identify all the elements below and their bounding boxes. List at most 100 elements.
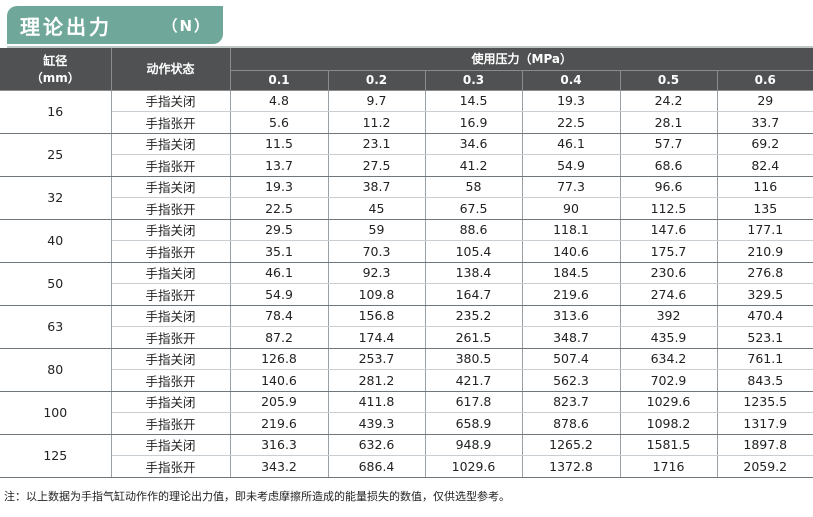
force-value-cell: 58 xyxy=(425,176,523,198)
force-value-cell: 632.6 xyxy=(328,434,426,456)
table-row: 25 手指关闭 11.5 23.1 34.6 46.1 57.7 69.2 xyxy=(0,133,813,177)
force-value-cell: 16.9 xyxy=(425,111,523,134)
table-row: 80 手指关闭 126.8 253.7 380.5 507.4 634.2 761.1 xyxy=(0,348,813,392)
force-value-cell: 45 xyxy=(328,197,426,220)
force-value-cell: 118.1 xyxy=(522,219,621,241)
force-value-cell: 1098.2 xyxy=(620,412,718,435)
force-value-cell: 658.9 xyxy=(425,412,523,435)
bore-cell: 40 xyxy=(0,219,112,263)
table-row: 125 手指关闭 316.3 632.6 948.9 1265.2 1581.5 1897.8 xyxy=(0,434,813,478)
force-value-cell: 126.8 xyxy=(230,348,329,370)
force-value-cell: 19.3 xyxy=(230,176,329,198)
force-value-cell: 948.9 xyxy=(425,434,523,456)
force-value-cell: 843.5 xyxy=(717,369,813,392)
force-value-cell: 219.6 xyxy=(522,283,621,306)
footnote: 注：以上数据为手指气缸动作作的理论出力值，即未考虑摩擦所造成的能量损失的数值，仅… xyxy=(4,490,510,503)
force-value-cell: 1029.6 xyxy=(620,391,718,413)
force-value-cell: 138.4 xyxy=(425,262,523,284)
force-value-cell: 19.3 xyxy=(522,90,621,112)
bore-header: 缸径 （mm） xyxy=(0,48,112,91)
table-row: 63 手指关闭 78.4 156.8 235.2 313.6 392 470.4 xyxy=(0,305,813,349)
force-value-cell: 29 xyxy=(717,90,813,112)
force-value-cell: 96.6 xyxy=(620,176,718,198)
pressure-column-header: 0.5 xyxy=(620,70,718,91)
bore-header-label: 缸径 xyxy=(43,53,68,68)
action-close-cell: 手指关闭 xyxy=(111,348,231,370)
pressure-column-header: 0.4 xyxy=(522,70,621,91)
force-value-cell: 147.6 xyxy=(620,219,718,241)
force-value-cell: 316.3 xyxy=(230,434,329,456)
force-value-cell: 686.4 xyxy=(328,455,426,478)
table-row: 手指张开 35.1 70.3 105.4 140.6 175.7 210.9 xyxy=(0,240,813,263)
table-row: 40 手指关闭 29.5 59 88.6 118.1 147.6 177.1 xyxy=(0,219,813,263)
page-title: 理论出力 xyxy=(20,14,112,39)
table-row: 手指张开 140.6 281.2 421.7 562.3 702.9 843.5 xyxy=(0,369,813,392)
title-unit: （N） xyxy=(162,16,211,35)
table-row: 手指张开 13.7 27.5 41.2 54.9 68.6 82.4 xyxy=(0,154,813,177)
force-value-cell: 329.5 xyxy=(717,283,813,306)
force-value-cell: 348.7 xyxy=(522,326,621,349)
force-value-cell: 46.1 xyxy=(522,133,621,155)
bore-header-unit: （mm） xyxy=(30,70,80,85)
force-value-cell: 22.5 xyxy=(230,197,329,220)
force-value-cell: 253.7 xyxy=(328,348,426,370)
force-value-cell: 78.4 xyxy=(230,305,329,327)
force-value-cell: 1581.5 xyxy=(620,434,718,456)
bore-cell: 16 xyxy=(0,90,112,134)
force-value-cell: 70.3 xyxy=(328,240,426,263)
force-value-cell: 1716 xyxy=(620,455,718,478)
table-row: 手指张开 343.2 686.4 1029.6 1372.8 1716 2059.2 xyxy=(0,455,813,478)
table-row: 手指张开 219.6 439.3 658.9 878.6 1098.2 1317.9 xyxy=(0,412,813,435)
force-value-cell: 2059.2 xyxy=(717,455,813,478)
force-value-cell: 281.2 xyxy=(328,369,426,392)
action-open-cell: 手指张开 xyxy=(111,111,231,134)
bore-cell: 100 xyxy=(0,391,112,435)
force-value-cell: 13.7 xyxy=(230,154,329,177)
action-close-cell: 手指关闭 xyxy=(111,90,231,112)
force-value-cell: 140.6 xyxy=(230,369,329,392)
force-value-cell: 562.3 xyxy=(522,369,621,392)
force-value-cell: 135 xyxy=(717,197,813,220)
force-value-cell: 205.9 xyxy=(230,391,329,413)
pressure-column-header: 0.6 xyxy=(717,70,813,91)
force-value-cell: 54.9 xyxy=(522,154,621,177)
force-value-cell: 77.3 xyxy=(522,176,621,198)
action-open-cell: 手指张开 xyxy=(111,197,231,220)
force-value-cell: 90 xyxy=(522,197,621,220)
force-value-cell: 38.7 xyxy=(328,176,426,198)
pressure-column-header: 0.1 xyxy=(230,70,329,91)
pressure-header: 使用压力（MPa） xyxy=(230,48,813,71)
force-value-cell: 823.7 xyxy=(522,391,621,413)
force-value-cell: 1897.8 xyxy=(717,434,813,456)
force-value-cell: 392 xyxy=(620,305,718,327)
force-value-cell: 4.8 xyxy=(230,90,329,112)
force-value-cell: 343.2 xyxy=(230,455,329,478)
force-value-cell: 219.6 xyxy=(230,412,329,435)
table-row: 手指张开 54.9 109.8 164.7 219.6 274.6 329.5 xyxy=(0,283,813,306)
force-value-cell: 11.2 xyxy=(328,111,426,134)
bore-cell: 50 xyxy=(0,262,112,306)
force-value-cell: 164.7 xyxy=(425,283,523,306)
force-value-cell: 435.9 xyxy=(620,326,718,349)
force-value-cell: 421.7 xyxy=(425,369,523,392)
action-open-cell: 手指张开 xyxy=(111,240,231,263)
force-value-cell: 29.5 xyxy=(230,219,329,241)
force-value-cell: 87.2 xyxy=(230,326,329,349)
force-value-cell: 69.2 xyxy=(717,133,813,155)
title-rule xyxy=(7,46,813,48)
action-open-cell: 手指张开 xyxy=(111,154,231,177)
force-value-cell: 57.7 xyxy=(620,133,718,155)
force-value-cell: 274.6 xyxy=(620,283,718,306)
force-value-cell: 59 xyxy=(328,219,426,241)
action-close-cell: 手指关闭 xyxy=(111,262,231,284)
force-value-cell: 261.5 xyxy=(425,326,523,349)
force-value-cell: 174.4 xyxy=(328,326,426,349)
force-value-cell: 109.8 xyxy=(328,283,426,306)
force-value-cell: 230.6 xyxy=(620,262,718,284)
force-value-cell: 33.7 xyxy=(717,111,813,134)
action-close-cell: 手指关闭 xyxy=(111,391,231,413)
table-row: 手指张开 87.2 174.4 261.5 348.7 435.9 523.1 xyxy=(0,326,813,349)
force-value-cell: 470.4 xyxy=(717,305,813,327)
action-close-cell: 手指关闭 xyxy=(111,176,231,198)
bore-cell: 80 xyxy=(0,348,112,392)
